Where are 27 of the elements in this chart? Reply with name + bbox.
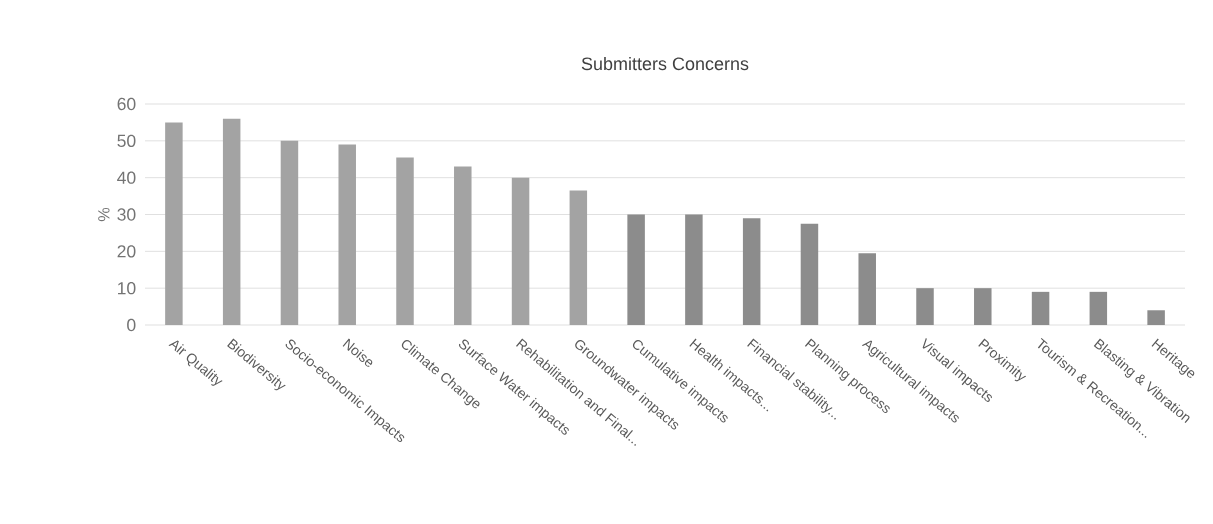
- bar: [454, 166, 472, 325]
- bar: [1089, 291, 1108, 325]
- bar: [511, 177, 530, 325]
- y-axis-title: %: [98, 207, 110, 222]
- y-tick-label: 10: [118, 282, 136, 295]
- bar: [569, 190, 588, 325]
- bar: [396, 157, 414, 325]
- bar: [338, 144, 356, 325]
- bar: [858, 253, 876, 325]
- y-tick-label: 0: [127, 318, 136, 332]
- bar: [1031, 291, 1050, 325]
- bar: [800, 223, 819, 325]
- y-tick-label: 30: [117, 208, 136, 221]
- bar: [1147, 310, 1165, 325]
- bar: [222, 118, 241, 325]
- y-tick-label: 60: [117, 97, 136, 111]
- bar: [742, 218, 761, 325]
- y-tick-label: 40: [117, 171, 136, 184]
- y-tick-label: 50: [117, 134, 136, 148]
- bar: [974, 288, 992, 325]
- bar: [685, 214, 703, 325]
- bar: [916, 288, 934, 325]
- chart-title: Submitters Concerns: [581, 56, 749, 71]
- bar: [280, 140, 299, 325]
- y-tick-label: 20: [117, 245, 136, 258]
- bar: [165, 122, 183, 325]
- bar: [627, 214, 645, 325]
